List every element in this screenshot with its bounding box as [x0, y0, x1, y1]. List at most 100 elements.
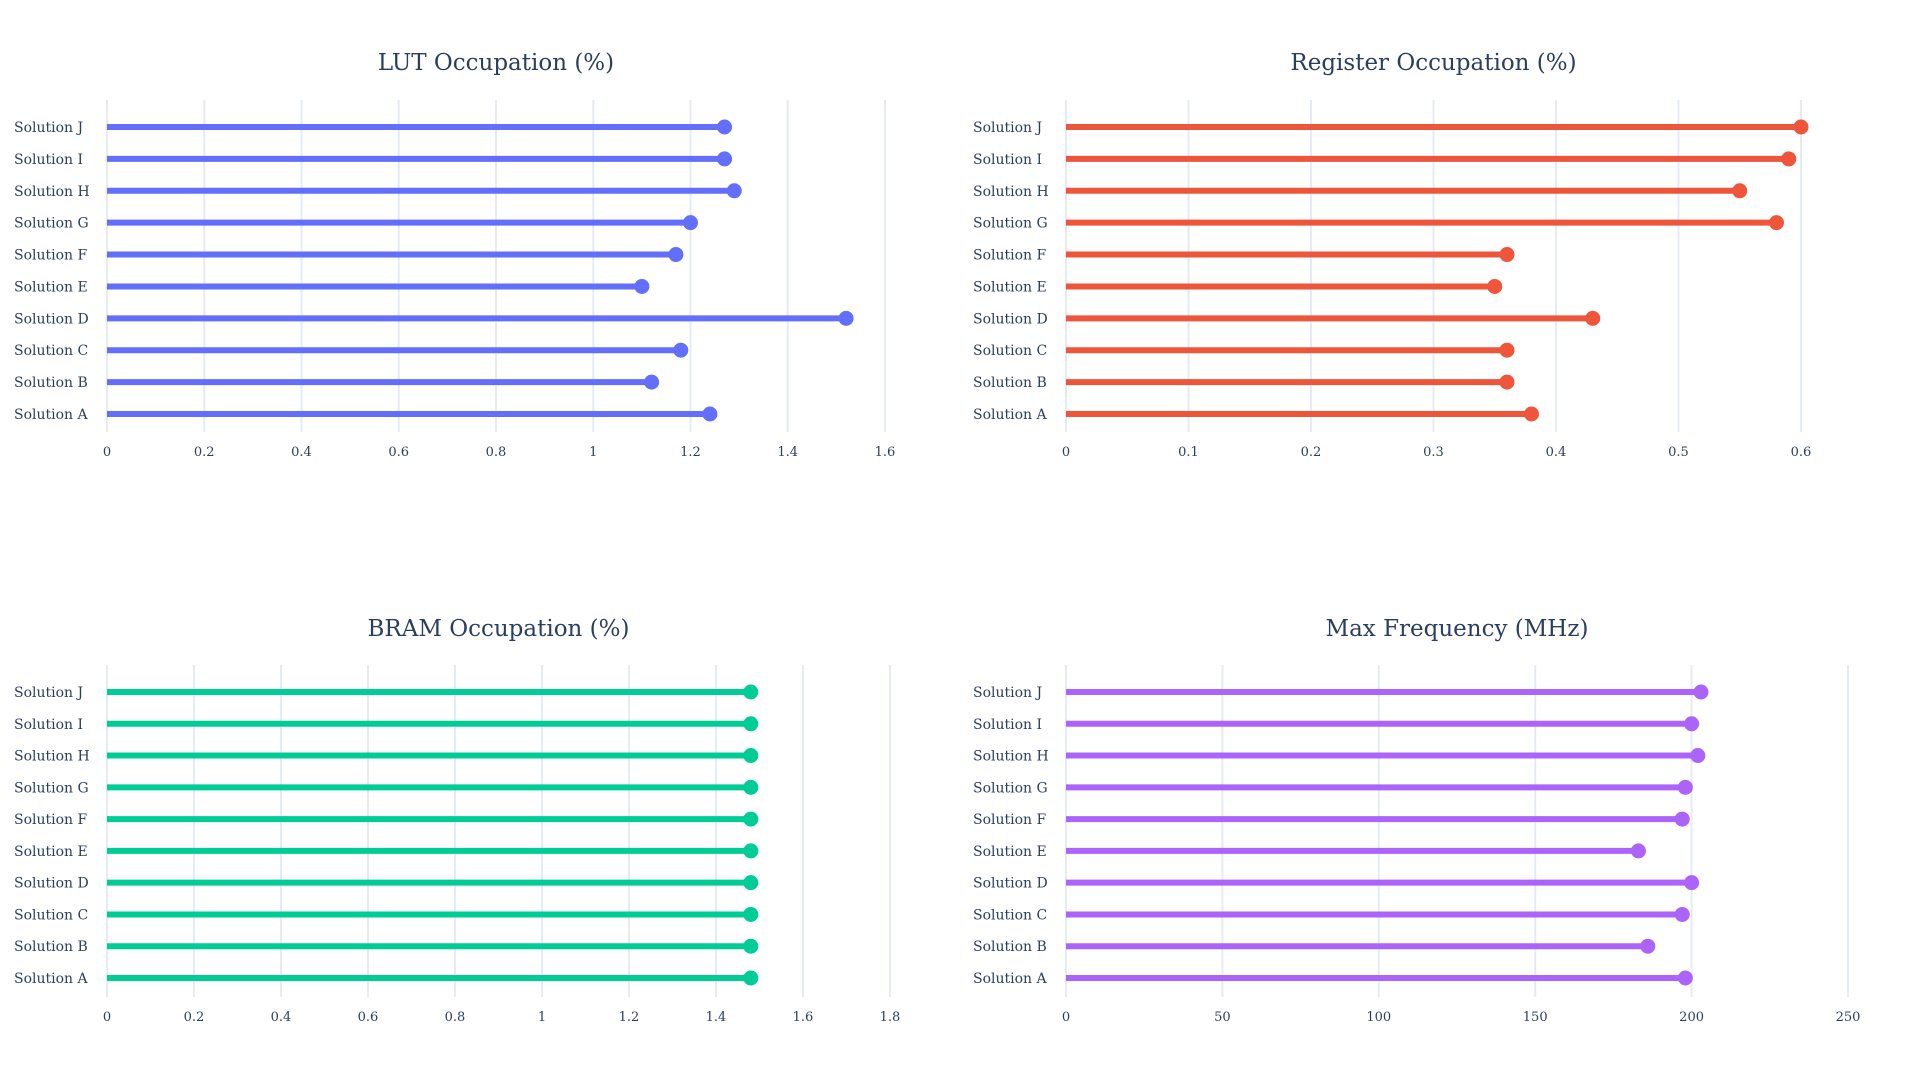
y-tick-label: Solution J [14, 685, 83, 701]
lollipop-marker [673, 342, 689, 358]
x-tick-label: 0 [1062, 445, 1070, 460]
y-tick-label: Solution G [14, 780, 89, 796]
x-tick-label: 1.8 [880, 1010, 901, 1025]
chart-panel-2: Register Occupation (%) 0 0.1 0.2 0.3 0.4 0.5 0… [973, 50, 1811, 460]
lollipop-marker [743, 906, 759, 922]
y-tick-label: Solution D [973, 311, 1048, 327]
x-tick-label: 0.4 [291, 445, 312, 460]
x-tick-label: 1.6 [875, 445, 896, 460]
x-tick-label: 1 [589, 445, 597, 460]
x-tick-label: 1.6 [793, 1010, 814, 1025]
x-tick-label: 0.6 [388, 445, 409, 460]
lollipop-marker [1690, 748, 1706, 764]
lollipop-marker [743, 875, 759, 891]
y-tick-label: Solution I [973, 152, 1042, 168]
x-tick-label: 0.4 [1546, 445, 1567, 460]
lollipop-marker [743, 716, 759, 732]
lollipop-marker [1769, 215, 1784, 231]
y-tick-label: Solution A [14, 407, 89, 423]
y-tick-label: Solution E [973, 844, 1047, 860]
y-tick-label: Solution J [973, 120, 1042, 136]
lollipop-marker [717, 151, 733, 167]
lollipop-marker [717, 119, 733, 135]
y-tick-label: Solution E [14, 844, 88, 860]
lollipop-marker [683, 215, 698, 231]
y-tick-label: Solution D [973, 876, 1048, 892]
y-tick-label: Solution D [14, 876, 89, 892]
x-tick-label: 0.2 [184, 1010, 205, 1025]
y-tick-label: Solution F [973, 812, 1047, 828]
y-tick-label: Solution C [973, 343, 1047, 359]
y-tick-label: Solution D [14, 311, 89, 327]
lollipop-marker [644, 374, 660, 390]
x-tick-label: 0.5 [1668, 445, 1689, 460]
x-tick-label: 0.3 [1423, 445, 1444, 460]
x-tick-label: 0.4 [271, 1010, 292, 1025]
y-tick-label: Solution C [973, 907, 1047, 923]
lollipop-marker [1674, 811, 1690, 827]
lollipop-marker [1640, 938, 1656, 954]
y-tick-label: Solution A [973, 971, 1048, 987]
chart-panel-1: LUT Occupation (%) 0 0.2 0.4 0.6 0.8 1 1.2 1.4 1.… [14, 50, 895, 460]
y-tick-label: Solution G [14, 216, 89, 232]
lollipop-marker [838, 310, 854, 326]
y-tick-label: Solution I [14, 717, 83, 733]
chart-panel-4: Max Frequency (MHz) 0 50 100 150 200 250 Soluti… [973, 616, 1860, 1025]
y-tick-label: Solution B [14, 375, 88, 391]
x-tick-label: 1.4 [706, 1010, 727, 1025]
lollipop-marker [1585, 310, 1601, 326]
x-tick-label: 50 [1214, 1010, 1231, 1025]
x-tick-label: 0.6 [1791, 445, 1812, 460]
lollipop-marker [1674, 906, 1690, 922]
x-tick-label: 0 [103, 1010, 111, 1025]
lollipop-marker [1677, 970, 1693, 986]
y-tick-label: Solution E [973, 279, 1047, 295]
lollipop-marker [1524, 406, 1539, 422]
lollipop-marker [1499, 247, 1515, 263]
y-tick-label: Solution G [973, 216, 1048, 232]
y-tick-label: Solution J [973, 685, 1042, 701]
lollipop-marker [1732, 183, 1748, 199]
y-tick-label: Solution H [14, 184, 90, 200]
y-tick-label: Solution A [14, 971, 89, 987]
lollipop-marker [1487, 278, 1503, 294]
x-tick-label: 100 [1366, 1010, 1391, 1025]
lollipop-marker [743, 970, 759, 986]
lollipop-marker [1630, 843, 1646, 859]
x-tick-label: 0.2 [194, 445, 215, 460]
x-tick-label: 0 [103, 445, 111, 460]
lollipop-marker [1684, 875, 1700, 891]
x-tick-label: 1 [538, 1010, 546, 1025]
y-tick-label: Solution C [14, 907, 88, 923]
y-tick-label: Solution H [973, 184, 1049, 200]
lollipop-marker [1499, 374, 1515, 390]
y-tick-label: Solution B [973, 375, 1047, 391]
x-tick-label: 0.6 [358, 1010, 379, 1025]
lollipop-marker [743, 811, 759, 827]
y-tick-label: Solution E [14, 279, 88, 295]
x-tick-label: 0.8 [445, 1010, 466, 1025]
lollipop-marker [1684, 716, 1700, 732]
x-tick-label: 1.2 [680, 445, 701, 460]
x-tick-label: 1.2 [619, 1010, 640, 1025]
lollipop-marker [1781, 151, 1797, 167]
lollipop-marker [1793, 119, 1809, 135]
chart-title: Register Occupation (%) [1290, 50, 1576, 76]
lollipop-marker [634, 278, 650, 294]
x-tick-label: 0.8 [486, 445, 507, 460]
y-tick-label: Solution F [14, 248, 88, 264]
lollipop-marker [743, 684, 759, 700]
x-tick-label: 200 [1679, 1010, 1704, 1025]
lollipop-marker [668, 247, 684, 263]
lollipop-marker [743, 938, 759, 954]
lollipop-marker [743, 779, 759, 795]
y-tick-label: Solution J [14, 120, 83, 136]
lollipop-marker [743, 843, 759, 859]
x-tick-label: 150 [1523, 1010, 1548, 1025]
lollipop-marker [1499, 342, 1515, 358]
chart-title: BRAM Occupation (%) [368, 616, 630, 642]
y-tick-label: Solution I [973, 717, 1042, 733]
y-tick-label: Solution G [973, 780, 1048, 796]
y-tick-label: Solution C [14, 343, 88, 359]
